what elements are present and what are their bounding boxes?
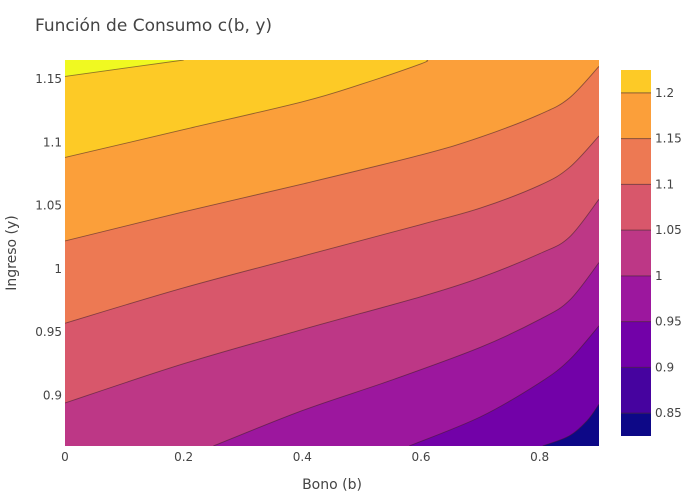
colorbar-band (621, 413, 651, 436)
colorbar: 0.85 0.9 0.95 1 1.05 1.1 1.15 1.2 (621, 70, 682, 436)
contour-line-1-15 (65, 60, 429, 158)
y-tick-label: 0.9 (43, 388, 62, 402)
x-axis-ticks: 0 0.2 0.4 0.6 0.8 (61, 450, 549, 464)
contour-band-above-1-15 (65, 60, 599, 446)
colorbar-tick-label: 1.15 (655, 132, 682, 146)
x-tick-label: 0.2 (174, 450, 193, 464)
contour-line-1 (65, 198, 599, 404)
x-tick-label: 0.4 (293, 450, 312, 464)
colorbar-tick-label: 1.2 (655, 86, 674, 100)
colorbar-tick-label: 1.05 (655, 223, 682, 237)
colorbar-band (621, 184, 651, 231)
y-axis-ticks: 0.9 0.95 1 1.05 1.1 1.15 (35, 72, 62, 402)
x-tick-label: 0.8 (530, 450, 549, 464)
plot-area (65, 60, 599, 446)
colorbar-tick-label: 1.1 (655, 177, 674, 191)
chart-title: Función de Consumo c(b, y) (35, 16, 272, 36)
colorbar-tick-label: 0.85 (655, 406, 682, 420)
contour-band-above-1-1 (65, 60, 599, 446)
colorbar-tick-label: 1 (655, 269, 663, 283)
colorbar-band (621, 367, 651, 414)
colorbar-tick-label: 0.9 (655, 360, 674, 374)
x-tick-label: 0 (61, 450, 69, 464)
colorbar-band (621, 138, 651, 185)
contour-line-0-9 (408, 325, 599, 446)
x-axis-title: Bono (b) (302, 477, 362, 493)
y-tick-label: 0.95 (35, 325, 62, 339)
colorbar-band (621, 70, 651, 93)
contour-line-1-2 (65, 60, 184, 77)
contour-line-0-95 (213, 262, 599, 446)
x-tick-label: 0.6 (411, 450, 430, 464)
contour-line-0-85 (542, 403, 599, 446)
y-tick-label: 1.05 (35, 199, 62, 213)
y-axis-title: Ingreso (y) (4, 215, 20, 290)
contour-line-1-05 (65, 135, 599, 324)
colorbar-band (621, 275, 651, 322)
contour-line-1-1 (65, 66, 599, 242)
y-tick-label: 1.15 (35, 72, 62, 86)
y-tick-label: 1.1 (43, 135, 62, 149)
colorbar-band (621, 230, 651, 276)
colorbar-band (621, 92, 651, 139)
colorbar-tick-label: 0.95 (655, 315, 682, 329)
y-tick-label: 1 (54, 262, 62, 276)
colorbar-band (621, 321, 651, 368)
